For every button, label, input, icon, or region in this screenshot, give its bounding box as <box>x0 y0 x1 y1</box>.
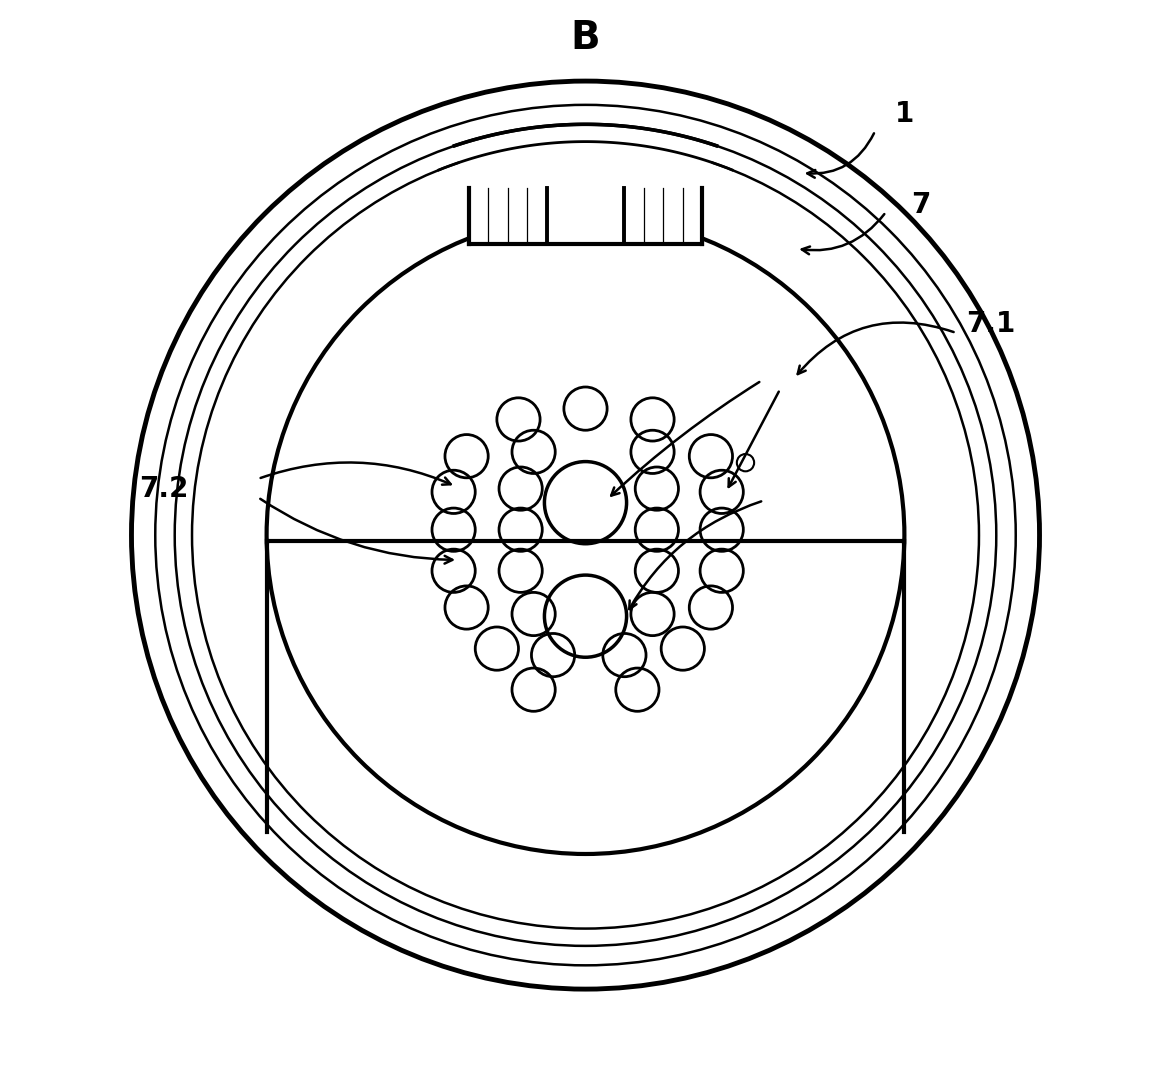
Text: B: B <box>570 18 601 57</box>
Polygon shape <box>454 124 717 188</box>
Bar <box>468 188 703 244</box>
Text: 7: 7 <box>911 191 930 219</box>
Text: 7.1: 7.1 <box>966 310 1015 338</box>
Text: 1: 1 <box>895 99 915 128</box>
Text: 7.2: 7.2 <box>139 475 189 503</box>
